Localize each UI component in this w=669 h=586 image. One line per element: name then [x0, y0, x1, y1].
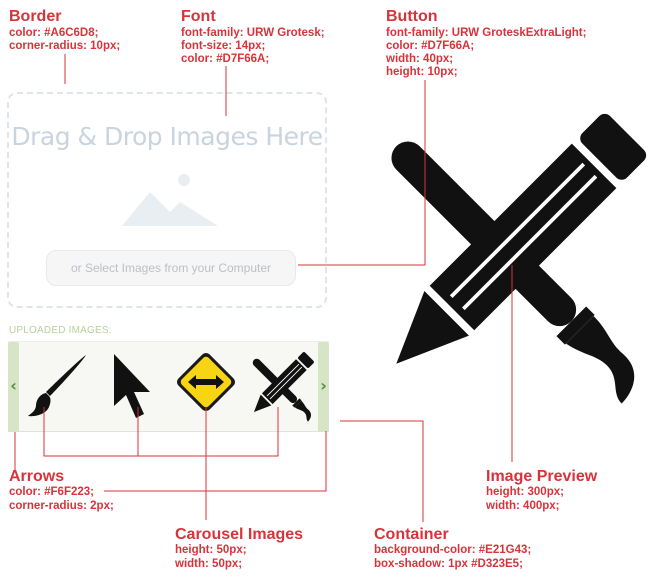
annotation-border-line: color: #A6C6D8;	[9, 27, 99, 39]
annotation-arrows-line: color: #F6F223;	[9, 486, 94, 498]
annotation-container-line: box-shadow: 1px #D323E5;	[374, 558, 523, 570]
select-images-button[interactable]: or Select Images from your Computer	[46, 250, 296, 286]
annotation-font-line: font-family: URW Grotesk;	[181, 27, 325, 39]
carousel-left-arrow[interactable]: ‹	[8, 342, 19, 432]
annotation-border-line: corner-radius: 10px;	[9, 40, 121, 52]
image-placeholder-icon	[122, 174, 218, 226]
annotation-carousel-images-line: width: 50px;	[175, 558, 243, 570]
annotation-button-title: Button	[386, 8, 438, 25]
annotation-carousel-images-title: Carousel Images	[175, 526, 304, 543]
uploaded-images-label: UPLOADED IMAGES:	[9, 325, 112, 336]
drop-zone[interactable]: Drag & Drop Images Here or Select Images…	[7, 92, 327, 308]
annotation-border-title: Border	[9, 8, 62, 25]
annotation-font-line: font-size: 14px;	[181, 40, 266, 52]
annotation-image-preview-title: Image Preview	[486, 468, 598, 485]
annotation-image-preview-line: width: 400px;	[486, 500, 560, 512]
annotation-button-line: color: #D7F66A;	[386, 40, 475, 52]
paintbrush-icon[interactable]	[22, 350, 94, 422]
image-preview	[391, 113, 647, 404]
annotation-button-line: width: 40px;	[386, 53, 454, 65]
annotation-container-title: Container	[374, 526, 449, 543]
carousel-right-arrow[interactable]: ›	[318, 342, 329, 432]
annotation-arrows-line: corner-radius: 2px;	[9, 500, 114, 512]
annotation-container-line: background-color: #E21G43;	[374, 544, 532, 556]
annotation-button-line: height: 10px;	[386, 66, 458, 78]
annotation-button-line: font-family: URW GroteskExtraLight;	[386, 27, 587, 39]
cursor-arrow-icon[interactable]	[100, 350, 172, 422]
pencil-brush-icon	[391, 113, 647, 404]
annotation-font-title: Font	[181, 8, 216, 25]
annotation-font-line: color: #D7F66A;	[181, 53, 270, 65]
annotation-image-preview-line: height: 300px;	[486, 486, 564, 498]
resize-sign-icon[interactable]	[170, 350, 242, 422]
annotation-arrows-title: Arrows	[9, 468, 65, 485]
annotation-carousel-images-line: height: 50px;	[175, 544, 247, 556]
drop-zone-title: Drag & Drop Images Here	[11, 122, 323, 151]
carousel-container: ‹ ›	[8, 341, 329, 432]
pencil-brush-icon[interactable]	[244, 350, 316, 422]
